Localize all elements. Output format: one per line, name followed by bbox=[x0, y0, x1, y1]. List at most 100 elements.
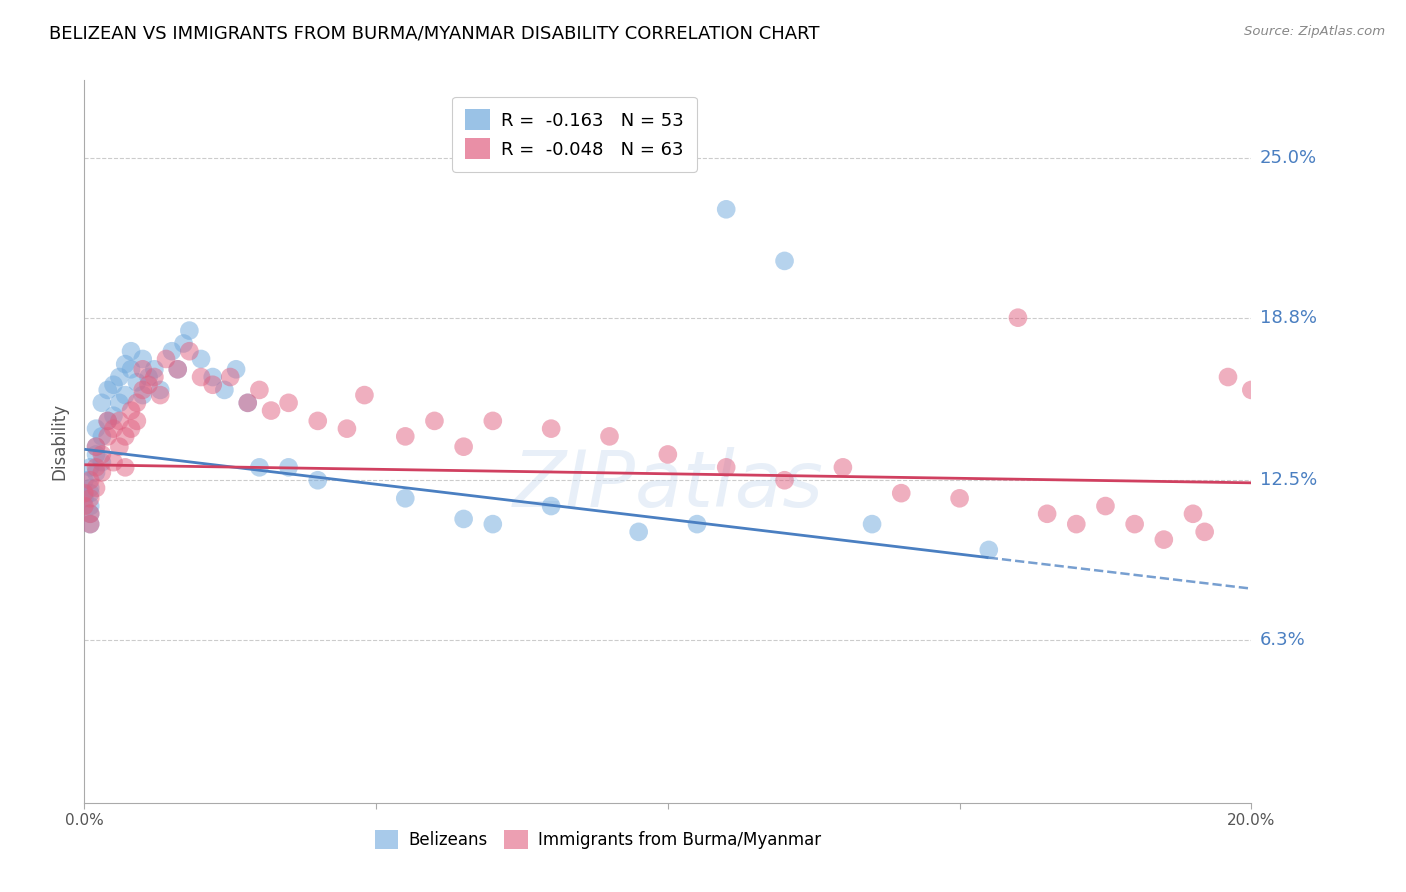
Point bbox=[143, 362, 166, 376]
Point bbox=[132, 388, 155, 402]
Text: 18.8%: 18.8% bbox=[1260, 309, 1316, 326]
Point bbox=[84, 422, 107, 436]
Point bbox=[114, 357, 136, 371]
Point bbox=[84, 447, 107, 461]
Point bbox=[90, 466, 112, 480]
Point bbox=[114, 388, 136, 402]
Point bbox=[190, 370, 212, 384]
Point bbox=[860, 517, 883, 532]
Point bbox=[540, 422, 562, 436]
Point bbox=[138, 377, 160, 392]
Point bbox=[120, 403, 142, 417]
Y-axis label: Disability: Disability bbox=[51, 403, 69, 480]
Point bbox=[108, 370, 131, 384]
Point bbox=[149, 383, 172, 397]
Point bbox=[179, 324, 201, 338]
Point bbox=[132, 362, 155, 376]
Point bbox=[686, 517, 709, 532]
Point bbox=[90, 429, 112, 443]
Point bbox=[79, 486, 101, 500]
Point bbox=[108, 440, 131, 454]
Point bbox=[73, 491, 96, 506]
Point bbox=[103, 409, 125, 423]
Text: 12.5%: 12.5% bbox=[1260, 471, 1317, 489]
Point bbox=[225, 362, 247, 376]
Point bbox=[79, 507, 101, 521]
Point bbox=[166, 362, 188, 376]
Point bbox=[773, 254, 796, 268]
Point bbox=[249, 460, 271, 475]
Point bbox=[125, 414, 148, 428]
Point bbox=[114, 429, 136, 443]
Point bbox=[79, 491, 101, 506]
Point bbox=[97, 414, 120, 428]
Point bbox=[453, 512, 475, 526]
Point bbox=[73, 499, 96, 513]
Point bbox=[394, 429, 416, 443]
Point bbox=[84, 466, 107, 480]
Point bbox=[173, 336, 195, 351]
Point bbox=[132, 383, 155, 397]
Point bbox=[214, 383, 236, 397]
Point bbox=[1240, 383, 1263, 397]
Point bbox=[84, 440, 107, 454]
Point bbox=[394, 491, 416, 506]
Point bbox=[97, 429, 120, 443]
Point bbox=[103, 455, 125, 469]
Point bbox=[108, 396, 131, 410]
Legend: Belizeans, Immigrants from Burma/Myanmar: Belizeans, Immigrants from Burma/Myanmar bbox=[368, 823, 827, 856]
Point bbox=[166, 362, 188, 376]
Point bbox=[201, 377, 224, 392]
Point bbox=[201, 370, 224, 384]
Point bbox=[353, 388, 375, 402]
Point bbox=[79, 507, 101, 521]
Point bbox=[132, 351, 155, 366]
Point bbox=[1007, 310, 1029, 325]
Point bbox=[1123, 517, 1146, 532]
Point bbox=[1216, 370, 1239, 384]
Point bbox=[155, 351, 177, 366]
Point bbox=[260, 403, 283, 417]
Point bbox=[482, 414, 505, 428]
Point bbox=[977, 542, 1000, 557]
Point bbox=[949, 491, 972, 506]
Point bbox=[79, 517, 101, 532]
Point bbox=[773, 473, 796, 487]
Point bbox=[160, 344, 183, 359]
Point bbox=[1182, 507, 1205, 521]
Point bbox=[103, 422, 125, 436]
Point bbox=[79, 473, 101, 487]
Point bbox=[84, 460, 107, 475]
Point bbox=[1066, 517, 1088, 532]
Point bbox=[97, 414, 120, 428]
Point bbox=[120, 362, 142, 376]
Point bbox=[219, 370, 242, 384]
Point bbox=[249, 383, 271, 397]
Point bbox=[307, 473, 329, 487]
Text: ZIPatlas: ZIPatlas bbox=[512, 447, 824, 523]
Point bbox=[716, 202, 738, 217]
Point bbox=[73, 486, 96, 500]
Point bbox=[307, 414, 329, 428]
Point bbox=[423, 414, 446, 428]
Point bbox=[1194, 524, 1216, 539]
Point bbox=[79, 481, 101, 495]
Point bbox=[84, 481, 107, 495]
Point bbox=[97, 383, 120, 397]
Point bbox=[114, 460, 136, 475]
Point bbox=[149, 388, 172, 402]
Point bbox=[90, 455, 112, 469]
Text: Source: ZipAtlas.com: Source: ZipAtlas.com bbox=[1244, 25, 1385, 38]
Point bbox=[108, 414, 131, 428]
Point bbox=[138, 370, 160, 384]
Point bbox=[890, 486, 912, 500]
Point bbox=[120, 422, 142, 436]
Point bbox=[540, 499, 562, 513]
Point bbox=[657, 447, 679, 461]
Point bbox=[1036, 507, 1059, 521]
Point bbox=[277, 460, 299, 475]
Point bbox=[599, 429, 621, 443]
Point bbox=[179, 344, 201, 359]
Point bbox=[716, 460, 738, 475]
Point bbox=[336, 422, 359, 436]
